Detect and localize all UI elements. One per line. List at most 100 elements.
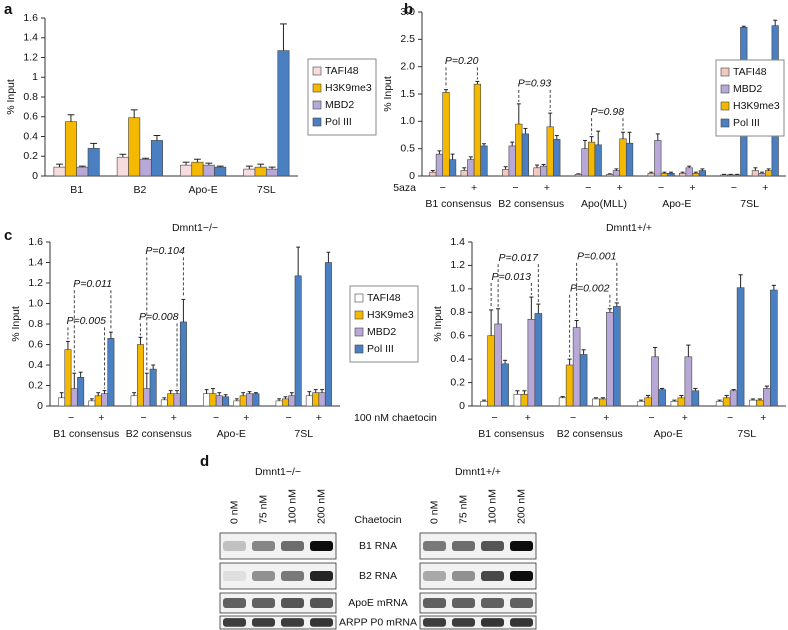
bar: [729, 390, 738, 407]
annotation: P=0.013: [492, 271, 532, 283]
x-tick-label: +: [171, 412, 177, 424]
y-tick-label: 3.0: [400, 6, 415, 18]
band: [281, 541, 304, 551]
band: [310, 571, 333, 581]
x-tick-label: B1: [70, 184, 83, 196]
bar: [429, 171, 437, 177]
bar: [692, 172, 700, 177]
row-label: ARPP P0 mRNA: [339, 616, 417, 628]
group-label: B2 consensus: [557, 428, 623, 440]
y-axis-label: % Input: [432, 306, 444, 342]
bar: [756, 399, 764, 407]
chart-title: Dmnt1+/+: [606, 222, 652, 234]
bar: [592, 398, 600, 407]
group-label: Apo-E: [662, 198, 691, 210]
bar: [101, 393, 109, 407]
bar: [254, 166, 267, 177]
bar: [513, 393, 522, 407]
y-tick-label: 0.2: [23, 150, 38, 162]
bar: [540, 165, 548, 177]
bar: [546, 126, 554, 177]
annotation: P=0.011: [73, 278, 112, 290]
y-axis-label: % Input: [10, 306, 22, 342]
bar: [587, 141, 596, 177]
legend-swatch: [720, 118, 730, 128]
lane-label: 0 nM: [428, 501, 440, 524]
bar: [722, 397, 731, 407]
bar: [480, 145, 488, 177]
y-tick-label: 0.8: [23, 91, 38, 103]
legend-label: H3K9me3: [325, 82, 372, 94]
bar: [579, 354, 588, 407]
legend-label: Pol III: [367, 343, 394, 355]
bar: [139, 158, 152, 177]
bar: [613, 306, 621, 407]
bar: [764, 170, 773, 177]
bar: [143, 388, 151, 407]
bar: [751, 170, 760, 177]
legend-swatch: [354, 293, 364, 303]
bar: [180, 164, 193, 177]
band: [252, 571, 275, 581]
bar: [480, 401, 488, 407]
x-tick-label: B2: [133, 184, 146, 196]
annotation: P=0.001: [577, 251, 616, 263]
bar: [715, 401, 724, 407]
bar: [612, 170, 621, 177]
bar: [128, 117, 141, 177]
x-tick-label: +: [544, 182, 550, 194]
bar: [460, 170, 468, 177]
x-tick-label: +: [471, 182, 477, 194]
group-label: 7SL: [294, 428, 313, 440]
y-tick-label: 1.6: [23, 12, 38, 24]
bar: [53, 166, 66, 177]
bar: [502, 169, 510, 177]
annotation: P=0.98: [591, 106, 625, 118]
y-tick-label: 0: [409, 170, 415, 182]
y-tick-label: 1.2: [450, 259, 465, 271]
bar: [651, 356, 659, 407]
panel-label: c: [4, 227, 12, 244]
lane-label: 100 nM: [486, 489, 498, 524]
band: [310, 598, 333, 608]
bar: [520, 393, 529, 407]
x-tick-label: −: [213, 412, 219, 424]
bar: [533, 167, 541, 177]
band: [423, 571, 446, 581]
band: [223, 541, 246, 551]
y-tick-label: 0: [459, 400, 465, 412]
bar: [594, 144, 602, 177]
bar: [572, 327, 581, 407]
band: [452, 618, 475, 627]
annotation: P=0.104: [145, 245, 185, 257]
annotation: P=0.017: [499, 252, 540, 264]
bar: [660, 172, 668, 177]
band: [281, 598, 304, 608]
y-tick-label: 0.8: [450, 306, 465, 318]
bar: [727, 174, 735, 177]
group-label: B1 consensus: [53, 428, 119, 440]
x-tick-label: +: [243, 412, 249, 424]
legend-label: MBD2: [367, 326, 396, 338]
bar: [691, 390, 700, 407]
bar: [149, 368, 157, 407]
bar: [160, 399, 168, 407]
bar: [275, 400, 283, 407]
y-axis-label: % Input: [5, 79, 17, 115]
bar: [318, 392, 326, 407]
lane-label: 100 nM: [286, 489, 298, 524]
lane-label: 75 nM: [257, 495, 269, 524]
bar: [435, 153, 443, 177]
bar: [252, 393, 260, 407]
legend-swatch: [312, 100, 322, 110]
legend-swatch: [354, 310, 364, 320]
band: [281, 571, 304, 581]
lane-label: 0 nM: [228, 501, 240, 524]
legend-label: TAFI48: [367, 292, 401, 304]
bar: [64, 349, 72, 407]
band: [423, 618, 446, 627]
x-tick-label: −: [68, 412, 74, 424]
band: [510, 541, 533, 551]
group-label: B2 consensus: [126, 428, 192, 440]
legend-label: Pol III: [733, 117, 760, 129]
